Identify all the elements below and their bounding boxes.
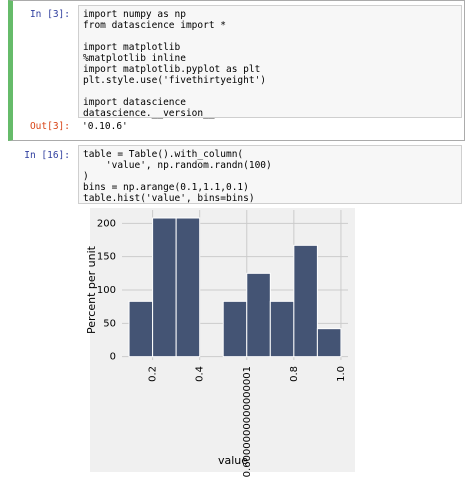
input-prompt: In [3]: bbox=[29, 9, 70, 20]
histogram-bar bbox=[293, 244, 318, 358]
code-line: import matplotlib.pyplot as plt bbox=[83, 64, 261, 75]
code-line: %matplotlib inline bbox=[83, 53, 186, 64]
y-tick-label: 50 bbox=[103, 318, 116, 329]
histogram-bar bbox=[246, 272, 271, 358]
code-line: table = Table().with_column( bbox=[83, 149, 244, 160]
code-line: 'value', np.random.randn(100) bbox=[83, 160, 272, 171]
code-line: table.hist('value', bins=bins) bbox=[83, 193, 255, 204]
y-tick-label: 150 bbox=[97, 252, 116, 263]
histogram-bar bbox=[175, 217, 201, 358]
code-line: datascience.__version__ bbox=[83, 108, 215, 119]
code-line: import matplotlib bbox=[83, 42, 181, 53]
x-axis-label: value bbox=[218, 454, 248, 467]
x-tick-label: 0.8 bbox=[289, 366, 300, 382]
code-line: import numpy as np bbox=[83, 9, 186, 20]
code-line: from datascience import * bbox=[83, 20, 226, 31]
output-prompt: Out[3]: bbox=[29, 121, 70, 132]
y-tick-label: 200 bbox=[97, 218, 116, 229]
output-text: '0.10.6' bbox=[82, 121, 128, 132]
code-line: ) bbox=[83, 171, 89, 182]
y-axis-label: Percent per unit bbox=[85, 245, 98, 334]
code-line: bins = np.arange(0.1,1.1,0.1) bbox=[83, 182, 249, 193]
y-tick-label: 100 bbox=[97, 285, 116, 296]
x-tick-label: 1.0 bbox=[336, 366, 347, 382]
x-tick-label: 0.6000000000000001 bbox=[242, 366, 253, 477]
code-editor[interactable]: table = Table().with_column( 'value', np… bbox=[78, 145, 462, 204]
input-prompt: In [16]: bbox=[24, 150, 70, 161]
code-block: import matplotlib %matplotlib inline impor… bbox=[83, 42, 457, 86]
code-cell[interactable] bbox=[8, 0, 465, 141]
x-tick-label: 0.2 bbox=[148, 366, 159, 382]
code-line: plt.style.use('fivethirtyeight') bbox=[83, 75, 267, 86]
histogram-bar bbox=[316, 328, 342, 358]
code-block: import datascience datascience.__version_… bbox=[83, 97, 457, 119]
histogram-bar bbox=[269, 300, 295, 358]
histogram-bar bbox=[128, 300, 154, 358]
code-editor[interactable]: import numpy as np from datascience impor… bbox=[78, 5, 462, 119]
y-tick-label: 0 bbox=[110, 352, 116, 363]
code-block: table = Table().with_column( 'value', np… bbox=[83, 149, 457, 204]
histogram-bar bbox=[222, 300, 248, 358]
code-line: import datascience bbox=[83, 97, 186, 108]
code-block: import numpy as np from datascience impor… bbox=[83, 9, 457, 31]
x-tick-label: 0.4 bbox=[195, 366, 206, 382]
histogram-bar bbox=[152, 217, 177, 358]
